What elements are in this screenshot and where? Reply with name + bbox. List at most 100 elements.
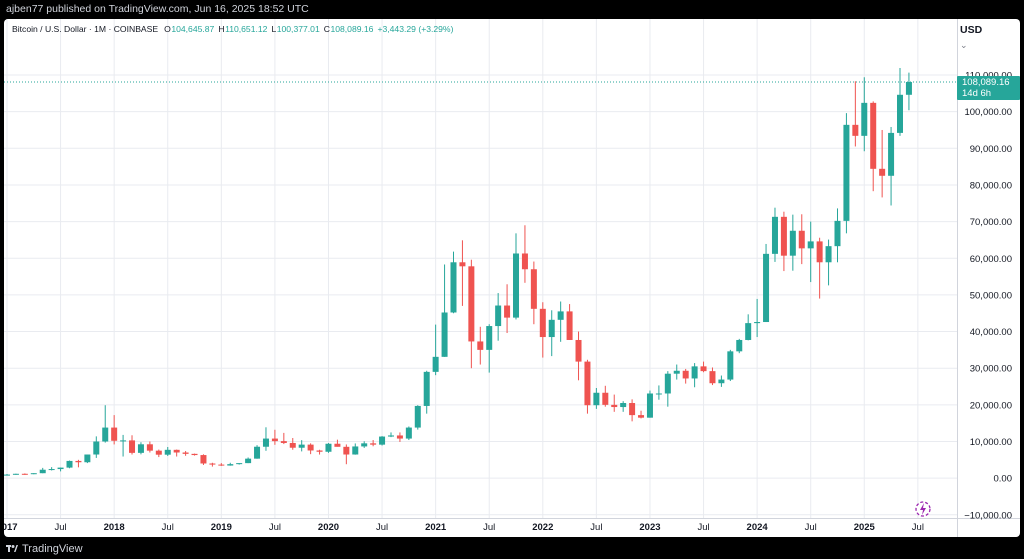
candle [575,331,582,381]
candle [57,467,64,472]
price-tick-label: 80,000.00 [970,180,1012,191]
last-price-tag: 108,089.16 14d 6h [957,76,1020,101]
candle [816,237,823,299]
candle-body [30,473,37,475]
candle-body [861,102,868,136]
candle-body [557,311,564,320]
candle-body [745,323,752,340]
time-tick-label: Jul [590,522,602,533]
candle [736,338,743,354]
last-price-label: 108,089.16 [962,77,1010,88]
candle [861,77,868,152]
candle-body [57,467,64,470]
candle-body [754,322,761,324]
candle [539,302,546,358]
candle-body [93,441,100,455]
chart-frame[interactable]: 110,000.00 100,000.00 90,000.00 80,000.00 70… [4,19,1020,537]
candle [834,208,841,263]
candle [745,314,752,341]
candle [709,367,716,386]
candle-body [611,404,618,408]
candle [414,405,421,430]
candle [387,432,394,438]
price-tick-label: 0.00 [994,474,1013,485]
tradingview-logo-icon [6,545,18,552]
candle [325,443,332,453]
candle-body [905,82,912,95]
time-tick-label: Jul [162,522,174,533]
candle [584,359,591,414]
candle [146,441,153,453]
candles-layer [4,68,912,476]
candle [254,445,261,459]
candle [129,435,136,455]
candle [521,225,528,283]
candle-body [593,392,600,406]
candle-body [4,474,10,476]
candle-body [477,341,484,350]
candle [879,129,886,198]
candle-body [200,455,207,464]
candle-body [780,216,787,256]
ohlc-legend: Bitcoin / U.S. Dollar · 1M · COINBASE O … [12,24,454,34]
time-tick-label: 2023 [639,522,660,533]
candle [629,399,636,422]
candle-body [209,463,216,465]
candle [807,221,814,283]
candle [48,467,55,471]
candle-body [405,427,412,439]
candle-body [888,132,895,176]
lightning-icon[interactable] [915,501,931,517]
time-tick-label: 2025 [854,522,876,533]
candle [343,444,350,465]
price-axis[interactable]: 110,000.00 100,000.00 90,000.00 80,000.00 70… [964,71,1012,522]
candle-body [280,441,287,443]
candle-body [736,339,743,352]
symbol-title: Bitcoin / U.S. Dollar · 1M · COINBASE [12,24,158,34]
chart-grid [4,19,957,518]
candle-body [763,253,770,323]
candle [727,349,734,382]
candle-body [289,442,296,448]
candle-body [486,326,493,350]
candle [39,467,46,474]
candle [459,240,466,306]
price-chart[interactable]: 110,000.00 100,000.00 90,000.00 80,000.00 70… [4,19,1020,537]
currency-label[interactable]: USD [960,24,983,36]
candle [602,385,609,407]
candle-body [638,415,645,418]
candle [271,429,278,445]
candle-body [834,220,841,247]
candle [12,473,19,475]
time-axis[interactable]: 2017 Jul 2018 Jul 2019 Jul 2020 Jul 2021 Jul 2022 J… [4,522,924,533]
candle [557,301,564,342]
candle [905,72,912,111]
candle [316,449,323,455]
candle [593,387,600,409]
candle-body [379,436,386,445]
chevron-down-icon[interactable]: ⌄ [960,40,968,50]
candle [334,439,341,447]
candle-body [396,435,403,439]
candle-body [870,102,877,169]
price-tick-label: 110,000.00 [965,71,1012,82]
time-tick-label: Jul [697,522,709,533]
open-label: O [164,24,171,34]
candle [513,233,520,320]
open-value: 104,645.87 [171,24,214,34]
candle-body [298,444,305,448]
candle [245,457,252,464]
candle [370,440,377,447]
candle-body [370,443,377,445]
candle-body [897,94,903,133]
footer-brand: TradingView [22,543,83,555]
candle [888,127,895,206]
candle [396,432,403,442]
candle [700,361,707,373]
candle [530,261,537,325]
candle-body [575,339,582,362]
candle-body [602,392,609,405]
candle-body [798,230,805,249]
candle [173,449,180,457]
candle [548,310,555,357]
